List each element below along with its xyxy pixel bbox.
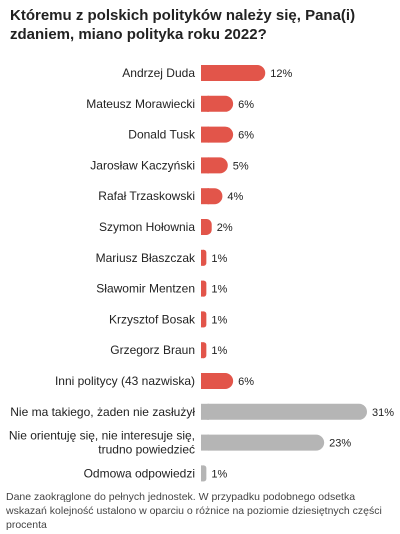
- bar-left-edge: [201, 434, 209, 451]
- value-label: 6%: [238, 130, 254, 142]
- category-label: Krzysztof Bosak: [109, 312, 196, 326]
- bar-left-edge: [201, 65, 209, 81]
- bar-left-edge: [201, 219, 207, 235]
- bar: [201, 403, 367, 420]
- bar-left-edge: [201, 188, 209, 205]
- category-label: Grzegorz Braun: [110, 343, 195, 357]
- value-label: 12%: [270, 68, 292, 80]
- bar-left-edge: [201, 342, 204, 359]
- value-label: 1%: [211, 314, 227, 326]
- bar-left-edge: [201, 157, 209, 174]
- chart-footnote: Dane zaokrąglone do pełnych jednostek. W…: [6, 491, 382, 531]
- value-label: 23%: [329, 438, 351, 450]
- value-label: 1%: [211, 468, 227, 480]
- category-label: Andrzej Duda: [122, 66, 195, 80]
- category-label: Jarosław Kaczyński: [90, 158, 195, 172]
- value-label: 5%: [233, 160, 249, 172]
- bar: [201, 65, 266, 81]
- bar: [201, 373, 234, 389]
- bar-left-edge: [201, 280, 204, 297]
- bar-left-edge: [201, 126, 209, 143]
- bar: [201, 126, 234, 143]
- bar-left-edge: [201, 465, 204, 482]
- bar-left-edge: [201, 403, 209, 420]
- bar-left-edge: [201, 311, 204, 328]
- category-label: Nie ma takiego, żaden nie zasłużył: [10, 405, 195, 419]
- bar-left-edge: [201, 95, 209, 112]
- value-label: 31%: [372, 407, 394, 419]
- value-label: 1%: [211, 345, 227, 357]
- category-label: Donald Tusk: [128, 128, 196, 142]
- value-label: 1%: [211, 284, 227, 296]
- value-label: 6%: [238, 99, 254, 111]
- category-label: Rafał Trzaskowski: [98, 189, 195, 203]
- category-label: Mariusz Błaszczak: [96, 251, 196, 265]
- bar-left-edge: [201, 249, 204, 266]
- value-label: 4%: [227, 191, 243, 203]
- value-label: 2%: [217, 222, 233, 234]
- category-label: Sławomir Mentzen: [96, 282, 195, 296]
- value-label: 1%: [211, 253, 227, 265]
- category-label: Inni politycy (43 nazwiska): [55, 374, 195, 388]
- category-label: Nie orientuję się, nie interesuje się, tr…: [9, 429, 195, 457]
- category-label: Szymon Hołownia: [99, 220, 195, 234]
- bar-left-edge: [201, 373, 209, 389]
- value-label: 6%: [238, 376, 254, 388]
- category-label: Odmowa odpowiedzi: [84, 466, 195, 480]
- bar: [201, 95, 234, 112]
- category-label: Mateusz Morawiecki: [86, 97, 195, 111]
- bar: [201, 434, 325, 451]
- chart-title: Któremu z polskich polityków należy się,…: [10, 7, 356, 43]
